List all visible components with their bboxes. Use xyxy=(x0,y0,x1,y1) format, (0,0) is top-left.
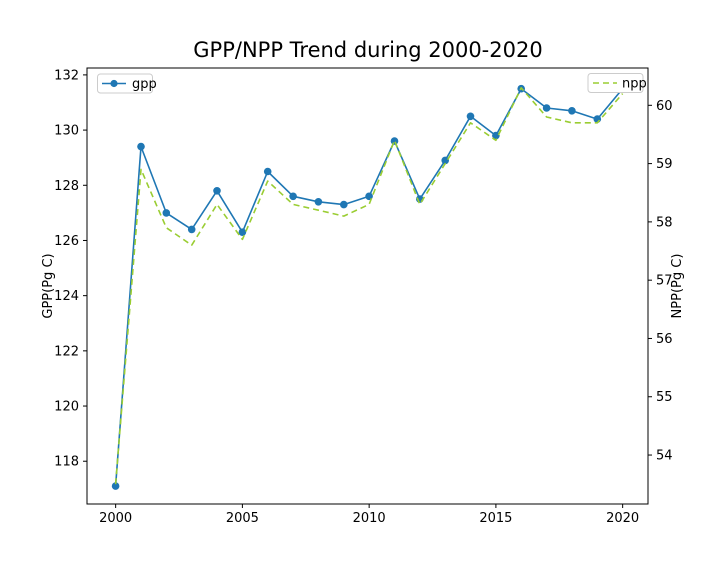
gpp-data-point xyxy=(213,187,221,195)
gpp-data-point xyxy=(492,131,500,140)
right-tick-label: 56 xyxy=(656,332,673,347)
left-tick-label: 130 xyxy=(54,124,79,139)
plot-content: 2000 2005 2010 2015 2020 118 120 122 124 126 128 13… xyxy=(54,68,672,526)
left-tick-label: 128 xyxy=(54,179,79,194)
left-tick-label: 120 xyxy=(54,400,79,415)
legend-npp-label: npp xyxy=(622,77,647,92)
left-tick-label: 124 xyxy=(54,289,79,304)
gpp-data-point xyxy=(111,482,120,490)
x-tick-label: 2000 xyxy=(99,511,132,526)
gpp-data-point xyxy=(289,192,297,201)
gpp-data-point xyxy=(314,198,323,206)
legend-npp: npp xyxy=(587,73,647,93)
left-tick-label: 132 xyxy=(54,68,79,83)
gpp-data-point xyxy=(137,142,145,151)
gpp-data-point xyxy=(238,228,247,236)
legend-gpp: gpp xyxy=(97,73,157,94)
x-tick-label: 2010 xyxy=(353,511,386,526)
left-axis-label: GPP(Pg C) xyxy=(41,253,56,318)
right-tick-label: 58 xyxy=(656,215,673,230)
legend-gpp-label: gpp xyxy=(132,77,157,92)
plot-frame xyxy=(86,67,649,505)
chart-title: GPP/NPP Trend during 2000-2020 xyxy=(193,38,542,62)
gpp-data-point xyxy=(263,167,272,176)
right-tick-label: 55 xyxy=(656,390,673,405)
gpp-data-point xyxy=(340,200,348,209)
x-tick-label: 2020 xyxy=(606,511,639,526)
right-tick-label: 54 xyxy=(656,449,673,464)
legend-gpp-marker-sample xyxy=(110,79,118,88)
right-axis-label: NPP(Pg C) xyxy=(670,254,685,319)
gpp-data-point xyxy=(187,225,196,234)
right-tick-label: 59 xyxy=(656,157,673,172)
gpp-data-point xyxy=(466,112,475,121)
right-tick-label: 60 xyxy=(656,99,673,114)
gpp-data-point xyxy=(162,209,171,217)
x-tick-label: 2005 xyxy=(226,511,259,526)
gpp-data-point xyxy=(390,137,399,145)
x-tick-label: 2015 xyxy=(479,511,512,526)
left-tick-label: 122 xyxy=(54,344,79,359)
right-tick-label: 57 xyxy=(656,274,673,289)
gpp-data-point xyxy=(568,107,576,115)
gpp-data-point xyxy=(441,156,450,165)
gpp-data-point xyxy=(542,104,551,112)
left-tick-label: 118 xyxy=(54,455,79,470)
left-tick-label: 126 xyxy=(54,234,79,249)
